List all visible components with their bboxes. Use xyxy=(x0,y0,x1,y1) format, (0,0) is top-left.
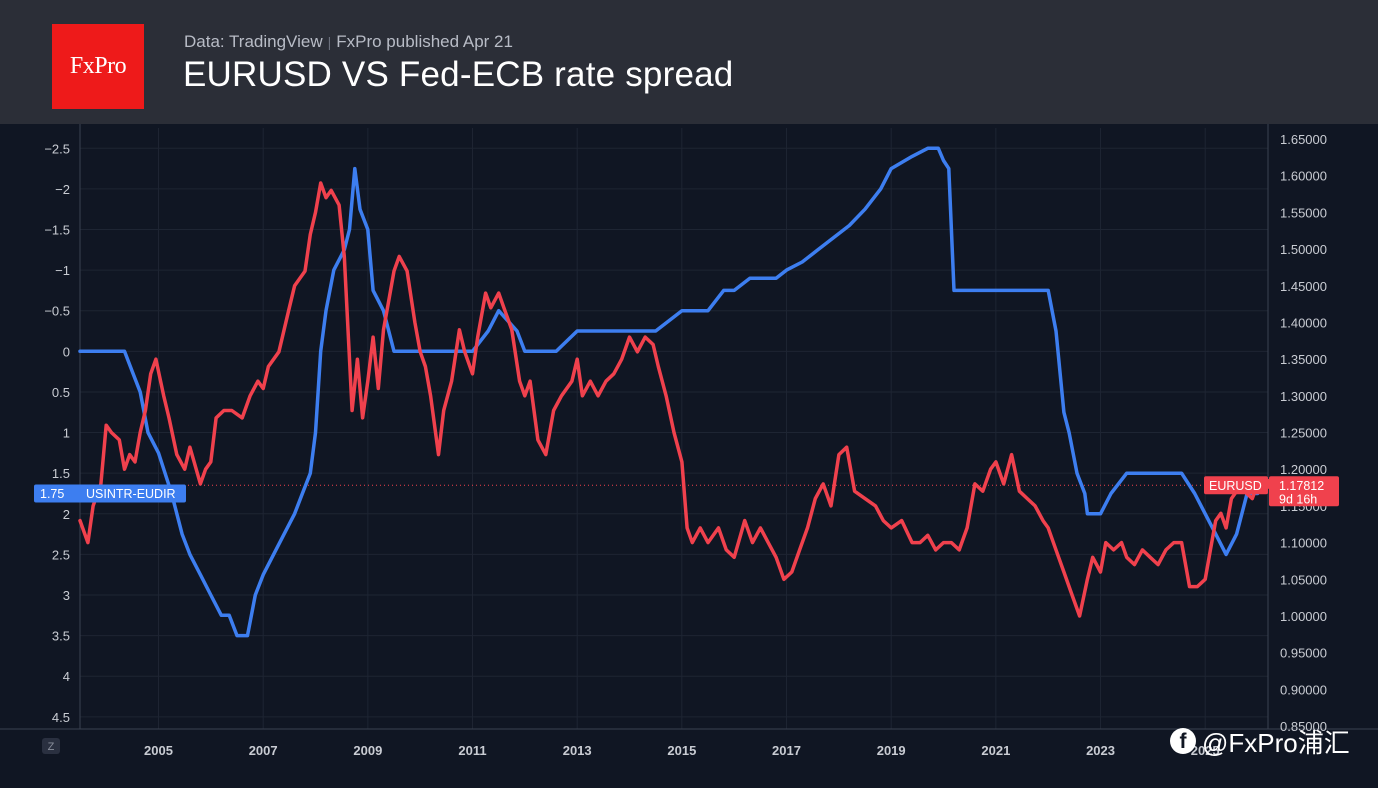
right-tick-label: 0.85000 xyxy=(1280,719,1327,734)
x-tick-label: 2023 xyxy=(1086,743,1115,758)
x-tick-label: 2015 xyxy=(667,743,696,758)
facebook-icon: f xyxy=(1170,728,1196,754)
right-tick-label: 1.35000 xyxy=(1280,352,1327,367)
scale-button-label: Z xyxy=(48,741,55,753)
left-tick-label: −1.5 xyxy=(44,223,70,238)
right-tick-label: 1.65000 xyxy=(1280,132,1327,147)
x-tick-label: 2005 xyxy=(144,743,173,758)
x-tick-label: 2007 xyxy=(249,743,278,758)
left-tick-label: 4 xyxy=(63,669,70,684)
left-tick-label: −1 xyxy=(55,263,70,278)
usintr-eudir-series-name: USINTR-EUDIR xyxy=(86,487,176,501)
data-source-label: Data: TradingView xyxy=(184,32,323,51)
subtitle-separator: | xyxy=(327,34,332,50)
left-tick-label: −2 xyxy=(55,182,70,197)
right-tick-label: 1.25000 xyxy=(1280,426,1327,441)
x-tick-label: 2013 xyxy=(563,743,592,758)
left-tick-label: 3.5 xyxy=(52,629,70,644)
left-tick-label: 0 xyxy=(63,344,70,359)
left-tick-label: −2.5 xyxy=(44,141,70,156)
chart-canvas[interactable]: 2005 2007 2009 2011 2013 2015 2017 2019 2021 2023… xyxy=(0,124,1378,788)
series-line-eurusd xyxy=(78,181,1270,618)
series-line-usintr-eudir xyxy=(78,146,1260,638)
right-tick-label: 1.10000 xyxy=(1280,536,1327,551)
x-tick-label: 2025 xyxy=(1191,743,1220,758)
x-tick-label: 2011 xyxy=(458,743,486,758)
eurusd-name-tag xyxy=(1204,476,1268,495)
axis-labels: 2005 2007 2009 2011 2013 2015 2017 2019 2021 2023… xyxy=(34,132,1339,758)
chart-title: EURUSD VS Fed-ECB rate spread xyxy=(183,55,734,94)
left-tick-label: 0.5 xyxy=(52,385,70,400)
right-tick-label: 1.20000 xyxy=(1280,462,1327,477)
fxpro-logo: FxPro xyxy=(52,24,144,109)
right-tick-label: 1.05000 xyxy=(1280,572,1327,587)
right-tick-label: 1.55000 xyxy=(1280,205,1327,220)
left-tick-label: 2.5 xyxy=(52,547,70,562)
right-tick-label: 1.00000 xyxy=(1280,609,1327,624)
publisher-label: FxPro published Apr 21 xyxy=(336,32,513,51)
right-tick-label: 1.60000 xyxy=(1280,169,1327,184)
right-tick-label: 1.45000 xyxy=(1280,279,1327,294)
eurusd-countdown: 9d 16h xyxy=(1279,492,1317,506)
usintr-eudir-last-value: 1.75 xyxy=(40,487,64,501)
axes xyxy=(0,124,1378,730)
x-tick-label: 2017 xyxy=(772,743,801,758)
left-tick-label: 1.5 xyxy=(52,466,70,481)
eurusd-series-name: EURUSD xyxy=(1209,479,1262,493)
x-tick-label: 2009 xyxy=(353,743,382,758)
x-tick-label: 2021 xyxy=(981,743,1010,758)
eurusd-last-value: 1.17812 xyxy=(1279,479,1324,493)
left-tick-label: −0.5 xyxy=(44,304,70,319)
right-tick-label: 0.90000 xyxy=(1280,682,1327,697)
watermark-text: @FxPro浦汇 xyxy=(1202,727,1350,758)
right-tick-label: 1.30000 xyxy=(1280,389,1327,404)
left-tick-label: 3 xyxy=(63,588,70,603)
watermark: f @FxPro浦汇 xyxy=(1170,724,1350,758)
left-tick-label: 1 xyxy=(63,426,70,441)
right-tick-label: 1.50000 xyxy=(1280,242,1327,257)
usintr-eudir-value-tag xyxy=(34,484,186,503)
right-tick-label: 1.40000 xyxy=(1280,315,1327,330)
x-tick-label: 2019 xyxy=(877,743,906,758)
header-bar: FxPro Data: TradingView | FxPro published … xyxy=(0,0,1378,124)
left-tick-label: 2 xyxy=(63,507,70,522)
grid-lines xyxy=(80,128,1268,729)
chart-source-line: Data: TradingView | FxPro published Apr 21 xyxy=(184,32,513,52)
scale-button[interactable] xyxy=(42,738,60,754)
eurusd-price-tag xyxy=(1269,476,1339,507)
right-tick-label: 0.95000 xyxy=(1280,646,1327,661)
left-tick-label: 4.5 xyxy=(52,710,70,725)
